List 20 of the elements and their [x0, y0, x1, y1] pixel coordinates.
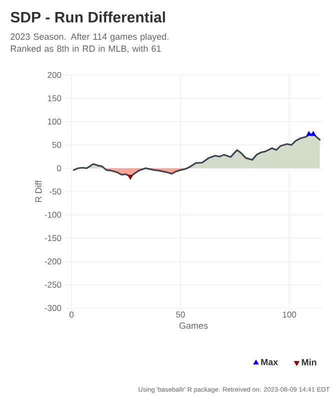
- x-tick-label: 100: [282, 312, 296, 318]
- y-tick-label: 100: [48, 118, 62, 125]
- y-tick-label: -100: [44, 212, 62, 218]
- x-tick-label: 50: [176, 312, 185, 318]
- x-axis-title: Games: [179, 322, 208, 329]
- y-tick-label: 150: [48, 95, 62, 102]
- y-tick-label: -300: [44, 305, 62, 312]
- chart-title: SDP - Run Differential: [10, 11, 165, 22]
- y-tick-label: -200: [44, 258, 62, 264]
- legend-label: Min: [302, 358, 316, 366]
- y-tick-label: -150: [44, 235, 62, 242]
- x-tick-label: 0: [70, 312, 74, 318]
- y-tick-label: -50: [50, 188, 62, 195]
- legend-label: Max: [261, 358, 278, 366]
- y-tick-label: 200: [48, 72, 62, 78]
- y-axis-title: R Diff: [35, 180, 42, 202]
- y-tick-label: 0: [57, 165, 62, 172]
- chart-subtitle: 2023 Season. After 114 games played. Ranked as 8th in RD in MLB, with 61: [10, 33, 168, 53]
- y-tick-label: -250: [44, 282, 62, 288]
- y-tick-label: 50: [52, 142, 62, 148]
